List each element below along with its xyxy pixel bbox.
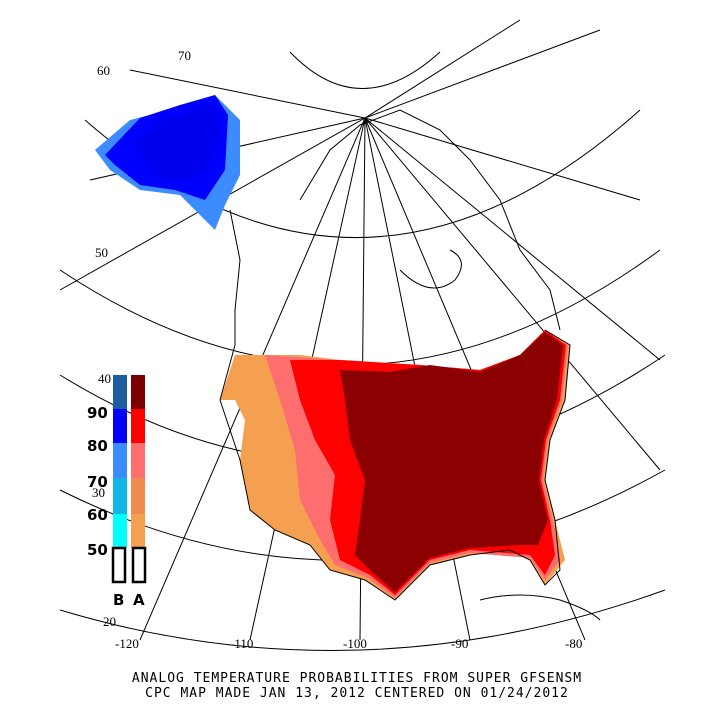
- legend-above-swatch-1: [131, 375, 145, 409]
- svg-text:70: 70: [178, 48, 191, 63]
- legend-above-swatch-5: [131, 514, 145, 548]
- lon-labels: -120 -110 -100 -90 -80: [115, 636, 582, 651]
- us-above-regions: [220, 330, 570, 600]
- svg-text:-90: -90: [451, 636, 468, 651]
- legend-below-empty: [111, 546, 127, 584]
- legend-below-swatch-5: [113, 514, 127, 548]
- legend-below-swatch-1: [113, 375, 127, 409]
- legend-level-90: 90: [87, 404, 108, 422]
- legend-below-label: B: [113, 591, 124, 609]
- legend-level-50: 50: [87, 541, 108, 559]
- svg-text:50: 50: [95, 245, 108, 260]
- legend-level-70: 70: [87, 473, 108, 491]
- svg-text:30: 30: [92, 485, 105, 500]
- svg-text:20: 20: [103, 614, 116, 629]
- svg-text:60: 60: [97, 63, 110, 78]
- coastlines: [219, 109, 601, 621]
- legend-below-swatch-3: [113, 443, 127, 478]
- legend-above-swatch-2: [131, 409, 145, 443]
- legend-above-swatch-3: [131, 443, 145, 478]
- legend-level-60: 60: [87, 506, 108, 524]
- svg-text:40: 40: [98, 371, 111, 386]
- svg-text:-110: -110: [230, 636, 253, 651]
- caption: ANALOG TEMPERATURE PROBABILITIES FROM SU…: [132, 671, 582, 701]
- svg-text:-120: -120: [115, 636, 139, 651]
- caption-line-1: ANALOG TEMPERATURE PROBABILITIES FROM SU…: [132, 671, 582, 686]
- caption-line-2: CPC MAP MADE JAN 13, 2012 CENTERED ON 01…: [145, 686, 569, 701]
- legend: 90 80 70 60 50 B A: [87, 375, 147, 609]
- legend-below-swatch-2: [113, 409, 127, 443]
- legend-below-swatch-4: [113, 478, 127, 514]
- alaska-below-region: [95, 95, 240, 230]
- legend-above-empty: [131, 546, 147, 584]
- svg-text:-100: -100: [343, 636, 367, 651]
- legend-above-swatch-4: [131, 478, 145, 514]
- svg-text:-80: -80: [565, 636, 582, 651]
- lat-labels: 60 70 50 40 30 20: [92, 48, 191, 629]
- legend-above-label: A: [133, 591, 145, 609]
- legend-level-80: 80: [87, 437, 108, 455]
